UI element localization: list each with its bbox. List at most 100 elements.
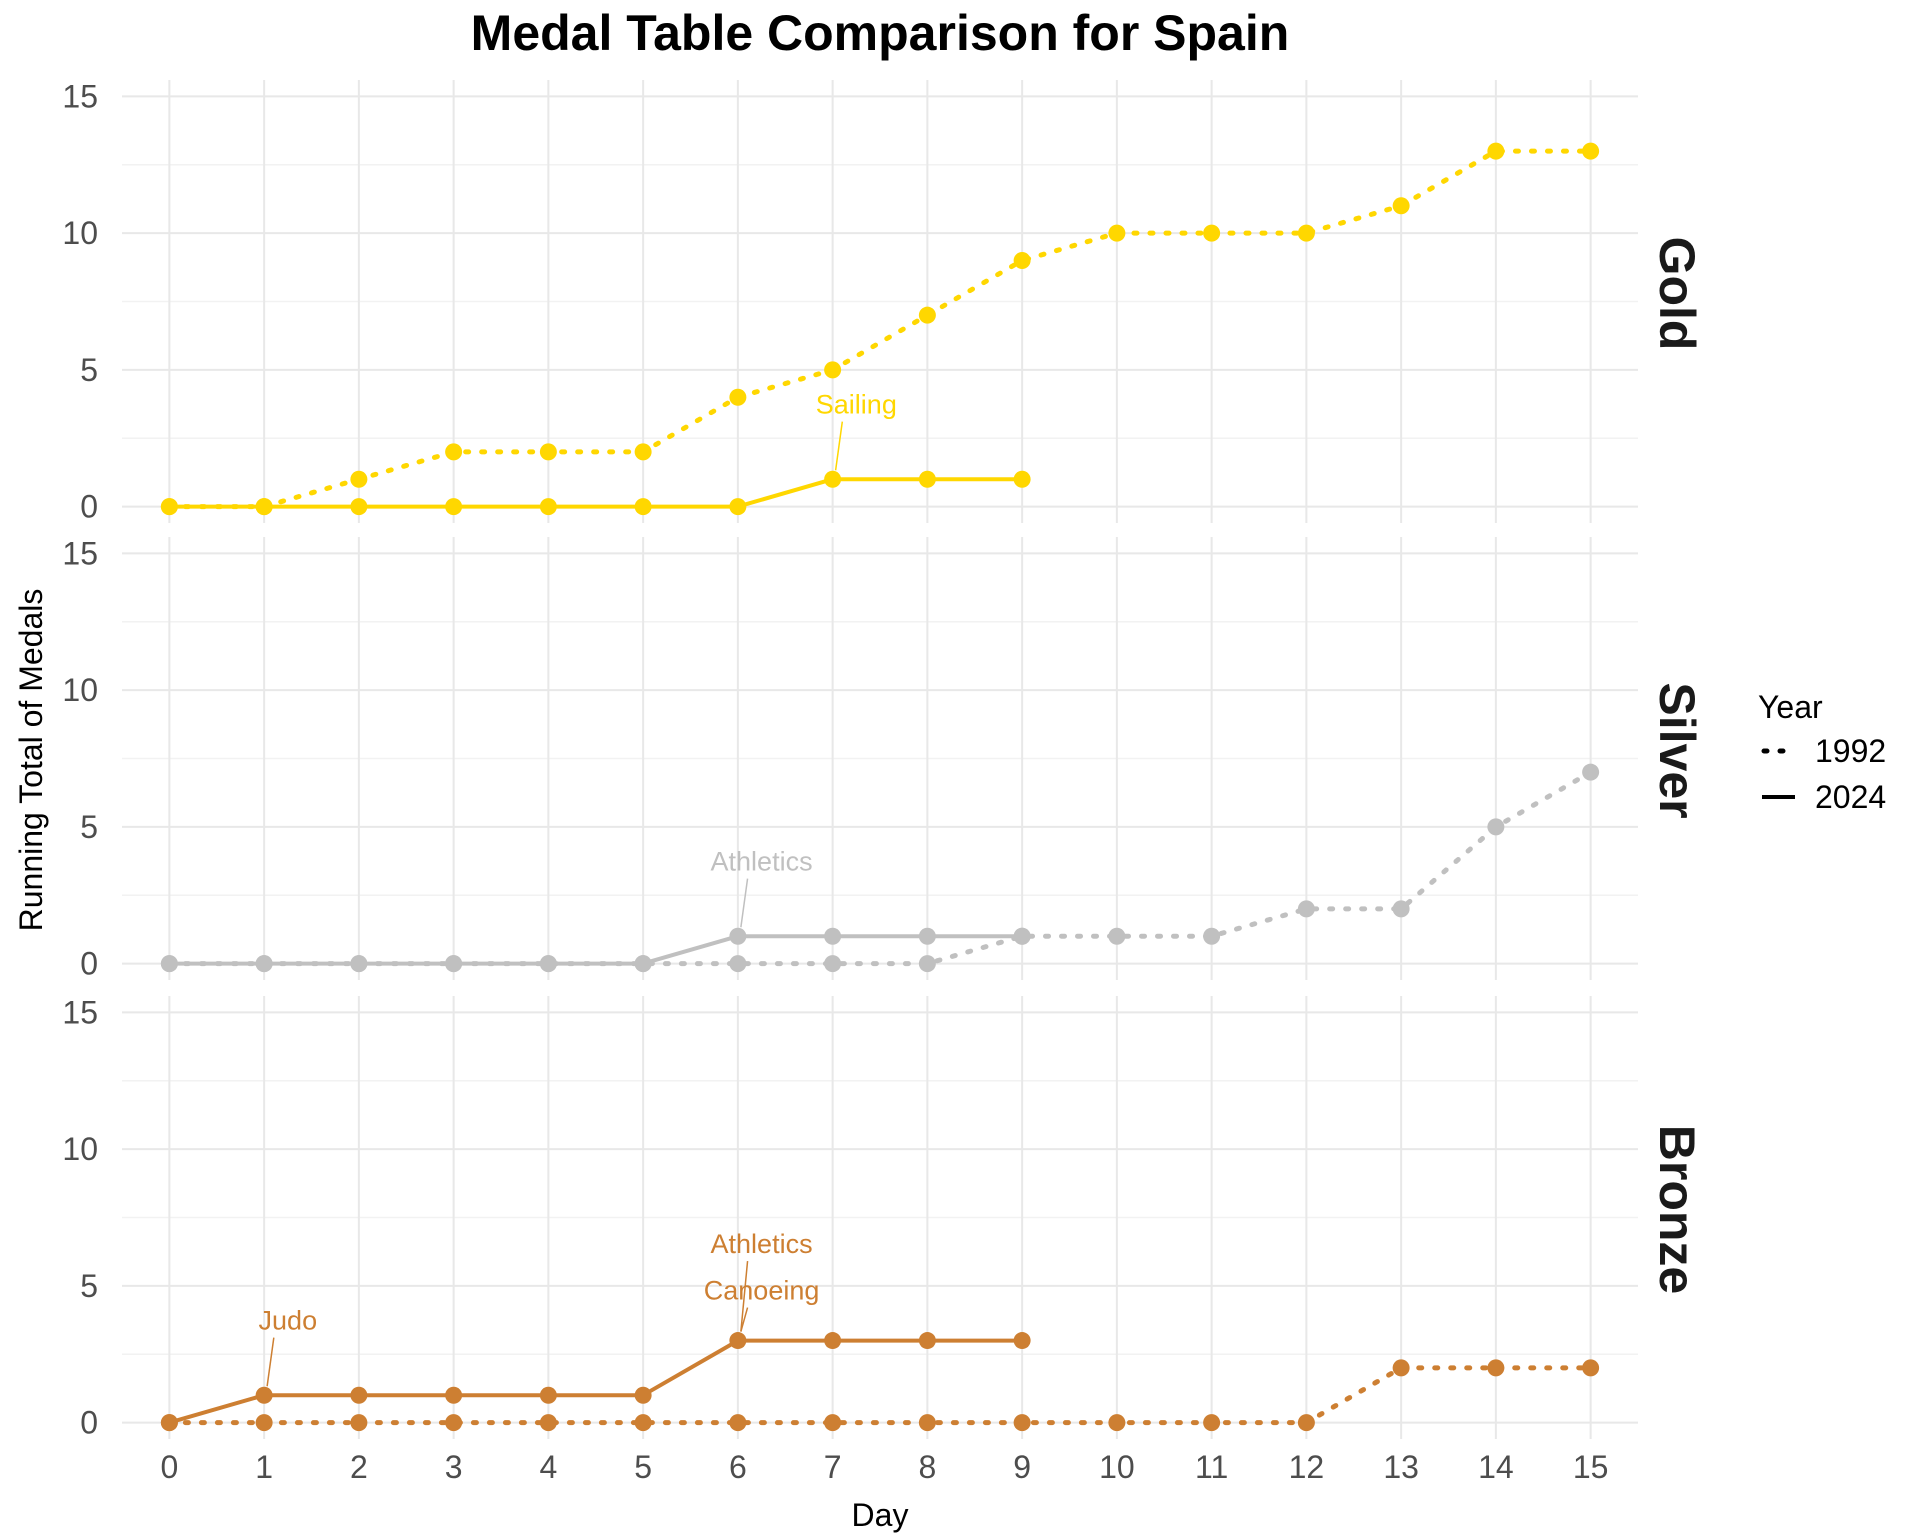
x-tick-label: 15 <box>1573 1449 1609 1485</box>
y-tick-label: 5 <box>80 809 98 845</box>
series-line-gold-1992 <box>166 148 1594 510</box>
data-point-bronze-1992 <box>350 1414 368 1432</box>
annotation-label: Athletics <box>711 847 813 877</box>
data-point-bronze-2024 <box>539 1386 557 1404</box>
data-point-gold-2024 <box>539 498 557 516</box>
y-tick-label: 5 <box>80 1268 98 1304</box>
panel-silver: 0 5 10 15 Athletics Silver <box>62 535 1705 981</box>
y-tick-label: 10 <box>62 672 98 708</box>
data-point-bronze-2024 <box>255 1386 273 1404</box>
data-point-bronze-1992 <box>255 1414 273 1432</box>
data-point-gold-1992 <box>729 388 747 406</box>
data-point-silver-1992 <box>729 955 747 973</box>
annotation-label: Sailing <box>816 390 897 420</box>
data-point-gold-1992 <box>824 361 842 379</box>
data-point-bronze-2024 <box>729 1332 747 1350</box>
data-point-bronze-1992 <box>1487 1359 1505 1377</box>
series-line-silver-2024 <box>169 934 1023 966</box>
data-point-bronze-1992 <box>445 1414 463 1432</box>
data-point-bronze-1992 <box>918 1414 936 1432</box>
x-tick-label: 14 <box>1478 1449 1514 1485</box>
data-point-gold-1992 <box>918 306 936 324</box>
annotation-label: Athletics <box>711 1229 813 1259</box>
panel-bronze: 0 5 10 15 Judo Canoeing Athletics Bronze <box>62 994 1705 1440</box>
x-tick-label: 5 <box>634 1449 652 1485</box>
data-point-gold-2024 <box>729 498 747 516</box>
data-point-bronze-1992 <box>1108 1414 1126 1432</box>
x-tick-label: 7 <box>824 1449 842 1485</box>
data-point-silver-2024 <box>1013 927 1031 945</box>
data-point-silver-1992 <box>918 955 936 973</box>
y-tick-label: 10 <box>62 1131 98 1167</box>
data-point-silver-1992 <box>1108 927 1126 945</box>
x-tick-label: 13 <box>1383 1449 1419 1485</box>
y-tick-label: 5 <box>80 352 98 388</box>
data-point-bronze-1992 <box>729 1414 747 1432</box>
legend-label-1992: 1992 <box>1815 733 1886 769</box>
data-point-bronze-2024 <box>445 1386 463 1404</box>
data-point-silver-2024 <box>255 955 273 973</box>
x-tick-label: 6 <box>729 1449 747 1485</box>
x-tick-label: 2 <box>350 1449 368 1485</box>
facet-label-bronze: Bronze <box>1649 1125 1705 1294</box>
data-point-bronze-1992 <box>539 1414 557 1432</box>
y-tick-label: 0 <box>80 946 98 982</box>
x-tick-label: 9 <box>1013 1449 1031 1485</box>
data-point-silver-1992 <box>1297 900 1315 918</box>
data-point-gold-1992 <box>445 443 463 461</box>
x-tick-label: 1 <box>255 1449 273 1485</box>
y-tick-label: 15 <box>62 535 98 571</box>
data-point-silver-2024 <box>634 955 652 973</box>
data-point-gold-1992 <box>1108 224 1126 242</box>
data-point-bronze-2024 <box>350 1386 368 1404</box>
annotation-leader <box>740 1260 749 1332</box>
data-point-gold-1992 <box>539 443 557 461</box>
x-tick-label: 3 <box>445 1449 463 1485</box>
data-point-bronze-1992 <box>634 1414 652 1432</box>
data-point-silver-2024 <box>160 955 178 973</box>
facet-label-silver: Silver <box>1649 682 1705 818</box>
data-point-silver-1992 <box>1582 763 1600 781</box>
legend: Year 1992 2024 <box>1758 689 1886 815</box>
data-point-gold-2024 <box>350 498 368 516</box>
data-point-bronze-1992 <box>1297 1414 1315 1432</box>
data-point-silver-2024 <box>729 927 747 945</box>
data-point-silver-1992 <box>824 955 842 973</box>
x-axis-ticks: 0 1 2 3 4 5 6 7 8 9 10 11 12 13 14 15 <box>160 1449 1608 1485</box>
data-point-gold-1992 <box>1297 224 1315 242</box>
data-point-bronze-2024 <box>824 1332 842 1350</box>
x-tick-label: 4 <box>539 1449 557 1485</box>
data-point-bronze-2024 <box>918 1332 936 1350</box>
data-point-silver-2024 <box>918 927 936 945</box>
data-point-bronze-2024 <box>634 1386 652 1404</box>
data-point-gold-1992 <box>1582 142 1600 160</box>
series-line-bronze-2024 <box>168 1338 1023 1425</box>
legend-label-2024: 2024 <box>1815 779 1886 815</box>
annotation-label: Canoeing <box>704 1276 820 1306</box>
data-point-bronze-1992 <box>1392 1359 1410 1377</box>
y-tick-label: 15 <box>62 994 98 1030</box>
y-axis-label: Running Total of Medals <box>13 589 49 932</box>
x-axis-label: Day <box>852 1497 909 1533</box>
data-point-bronze-1992 <box>1582 1359 1600 1377</box>
annotation-leader <box>266 1337 275 1387</box>
annotation-label: Judo <box>259 1306 318 1336</box>
y-tick-label: 0 <box>80 1405 98 1441</box>
data-point-gold-1992 <box>1203 224 1221 242</box>
y-tick-label: 0 <box>80 489 98 525</box>
data-point-bronze-2024 <box>1013 1332 1031 1350</box>
data-point-gold-2024 <box>255 498 273 516</box>
legend-entries: 1992 2024 <box>1761 733 1886 815</box>
facet-panels: 051015SailingGold051015AthleticsSilver05… <box>62 78 1705 1485</box>
x-tick-label: 12 <box>1289 1449 1325 1485</box>
facet-label-gold: Gold <box>1649 237 1705 351</box>
legend-title: Year <box>1758 689 1823 725</box>
x-tick-label: 8 <box>918 1449 936 1485</box>
data-point-silver-1992 <box>1392 900 1410 918</box>
annotation-leader <box>834 421 844 471</box>
annotation-leader <box>740 878 749 928</box>
data-point-bronze-1992 <box>824 1414 842 1432</box>
data-point-gold-2024 <box>160 498 178 516</box>
data-point-silver-1992 <box>1487 818 1505 836</box>
data-point-gold-2024 <box>1013 470 1031 488</box>
